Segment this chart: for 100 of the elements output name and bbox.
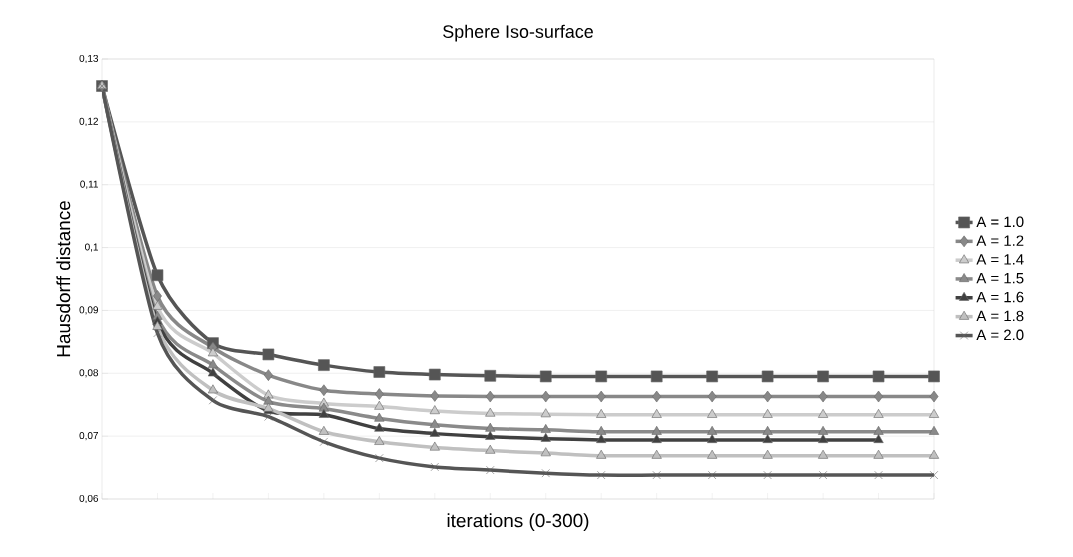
point	[707, 449, 718, 459]
point	[485, 422, 496, 432]
point	[264, 412, 273, 421]
point	[373, 366, 386, 378]
point	[318, 408, 329, 418]
point	[429, 405, 440, 415]
point	[928, 408, 940, 418]
point	[540, 432, 551, 442]
y-tick-label: 0,12	[79, 117, 98, 126]
point	[873, 434, 884, 443]
point	[539, 370, 552, 383]
point	[596, 408, 607, 418]
point	[485, 390, 495, 403]
legend-label: A = 1.8	[976, 310, 1024, 322]
point	[874, 470, 883, 480]
point	[707, 434, 718, 443]
y-tick-label: 0,09	[79, 306, 99, 315]
point	[818, 470, 828, 480]
point	[374, 422, 385, 432]
legend-label: A = 1.4	[976, 254, 1024, 265]
point	[818, 425, 829, 435]
point	[541, 469, 550, 478]
point	[873, 408, 884, 418]
point	[374, 400, 385, 410]
point	[761, 370, 774, 383]
point	[597, 470, 606, 480]
point	[374, 412, 385, 422]
point	[207, 367, 218, 377]
point	[762, 408, 773, 418]
point	[818, 390, 828, 403]
point	[652, 390, 662, 403]
point	[262, 348, 275, 361]
y-tick-label: 0,08	[79, 369, 99, 378]
point	[541, 390, 551, 403]
point	[207, 359, 218, 369]
point	[318, 359, 330, 371]
point	[485, 407, 496, 417]
point	[429, 427, 440, 437]
point	[928, 370, 940, 383]
point	[650, 370, 663, 383]
point	[207, 384, 218, 394]
point	[152, 320, 163, 330]
x-axis-title: iterations (0-300)	[447, 513, 589, 531]
point	[818, 434, 829, 443]
point	[485, 444, 496, 454]
y-tick-label: 0,07	[79, 432, 98, 441]
point	[540, 408, 551, 418]
point	[707, 470, 717, 480]
y-tick-label: 0,06	[79, 494, 99, 504]
point	[928, 425, 940, 435]
point	[207, 347, 218, 357]
point	[152, 300, 163, 310]
point	[318, 425, 329, 435]
point	[651, 425, 662, 435]
point	[762, 449, 773, 459]
point	[430, 390, 440, 402]
legend-label: A = 1.0	[976, 216, 1024, 228]
point	[873, 425, 884, 435]
point	[651, 434, 662, 443]
point	[928, 449, 940, 459]
y-axis-title: Hausdorff distance	[56, 201, 71, 357]
y-tick-label: 0,11	[80, 180, 98, 189]
point	[596, 449, 607, 459]
chart-title: Sphere Iso-surface	[443, 24, 593, 42]
point	[818, 449, 829, 459]
point	[429, 368, 441, 381]
y-tick-label: 0,1	[85, 243, 98, 252]
point	[263, 369, 273, 381]
point	[151, 269, 164, 282]
point	[540, 424, 551, 433]
point	[596, 390, 606, 403]
point	[818, 408, 829, 418]
point	[596, 434, 607, 443]
point	[153, 290, 162, 302]
point	[374, 436, 385, 445]
point	[651, 408, 662, 418]
point	[651, 449, 662, 459]
point	[375, 453, 384, 463]
point	[762, 425, 773, 435]
legend-label: A = 2.0	[976, 329, 1024, 341]
point	[153, 328, 162, 338]
point	[484, 370, 497, 382]
legend-label: A = 1.2	[976, 235, 1024, 246]
point	[706, 370, 718, 383]
point	[540, 447, 551, 457]
point	[486, 465, 495, 475]
point	[263, 395, 274, 405]
point	[763, 390, 773, 403]
point	[817, 370, 829, 383]
point	[929, 470, 939, 480]
point	[485, 430, 496, 440]
point	[707, 425, 718, 435]
point	[707, 408, 718, 418]
point	[872, 370, 885, 383]
point	[763, 470, 772, 480]
point	[595, 370, 608, 383]
point	[929, 390, 939, 403]
point	[429, 419, 440, 428]
point	[208, 396, 218, 405]
y-tick-label: 0,13	[79, 54, 99, 64]
